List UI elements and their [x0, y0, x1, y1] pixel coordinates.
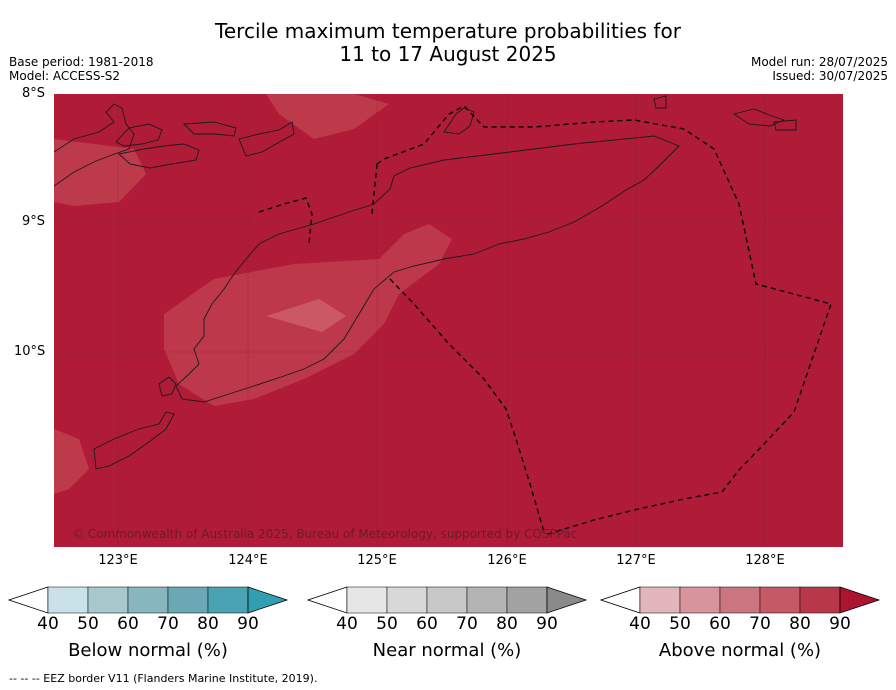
- lighter-region-southwest: [54, 429, 89, 494]
- colorbar-segment: [386, 586, 428, 614]
- coast-islet-b: [732, 108, 786, 127]
- lon-label-128e: 128°E: [745, 553, 785, 568]
- colorbar-segment: [506, 586, 548, 614]
- lon-label-127e: 127°E: [616, 553, 656, 568]
- colorbar-tick-label: 70: [749, 614, 771, 634]
- map-title-line1: Tercile maximum temperature probabilitie…: [215, 19, 681, 43]
- coast-rote: [93, 411, 175, 470]
- base-period-text: Base period: 1981-2018: [9, 55, 154, 69]
- lon-label-124e: 124°E: [228, 553, 268, 568]
- lighter-region-north: [266, 94, 389, 139]
- colorbar-left-arrow: [600, 586, 641, 614]
- colorbar-segment: [87, 586, 129, 614]
- graticule: [54, 94, 843, 547]
- colorbar-tick-label: 40: [336, 614, 358, 634]
- issued-text: Issued: 30/07/2025: [772, 69, 888, 83]
- coast-island-a: [115, 123, 163, 147]
- colorbar-tick-label: 70: [157, 614, 179, 634]
- model-run-text: Model run: 28/07/2025: [750, 55, 888, 69]
- colorbar-tick-label: 90: [237, 614, 259, 634]
- colorbar-tick-label: 40: [629, 614, 651, 634]
- colorbar-segment: [719, 586, 761, 614]
- eez-border-north: [371, 163, 378, 215]
- eez-border-oecusse: [258, 197, 313, 245]
- colorbar-segment: [47, 586, 89, 614]
- coast-alor: [238, 121, 295, 157]
- colorbar-segment: [346, 586, 388, 614]
- colorbar-segment: [639, 586, 681, 614]
- colorbar-right-arrow: [247, 586, 289, 614]
- colorbar-tick-label: 50: [669, 614, 691, 634]
- colorbar-tick-label: 40: [37, 614, 59, 634]
- colorbar-right-arrow: [546, 586, 588, 614]
- colorbar-tick-label: 50: [376, 614, 398, 634]
- colorbar-tick-label: 60: [416, 614, 438, 634]
- lon-label-125e: 125°E: [357, 553, 397, 568]
- coast-semau: [158, 376, 177, 397]
- coast-islet-c: [773, 119, 797, 131]
- colorbar-tick-label: 80: [496, 614, 518, 634]
- copyright-text: © Commonwealth of Australia 2025, Bureau…: [72, 527, 577, 541]
- coast-timor: [175, 135, 680, 403]
- lat-label-9s: 9°S: [22, 214, 46, 229]
- map-title-line2: 11 to 17 August 2025: [339, 42, 557, 66]
- colorbar-above: [600, 586, 881, 614]
- colorbar-tick-label: 60: [709, 614, 731, 634]
- colorbar-segment: [759, 586, 801, 614]
- colorbar-tick-label: 90: [829, 614, 851, 634]
- colorbar-segment: [207, 586, 249, 614]
- colorbar-segment: [127, 586, 169, 614]
- colorbar-segment: [466, 586, 508, 614]
- lat-label-8s: 8°S: [22, 86, 46, 101]
- lighter-region-northwest: [54, 139, 146, 206]
- colorbar-tick-label: 90: [536, 614, 558, 634]
- lighter-region-core: [266, 299, 346, 332]
- colorbar-left-arrow: [307, 586, 348, 614]
- lon-label-126e: 126°E: [487, 553, 527, 568]
- coast-atauro: [443, 107, 475, 135]
- colorbar-near-label: Near normal (%): [372, 640, 522, 661]
- eez-border-west: [389, 278, 545, 533]
- probability-map: © Commonwealth of Australia 2025, Bureau…: [54, 94, 843, 547]
- eez-border: [258, 105, 832, 535]
- coastlines: [54, 95, 797, 470]
- eez-footnote: -- -- -- EEZ border V11 (Flanders Marine…: [9, 672, 318, 685]
- coast-islet-a: [653, 95, 667, 109]
- colorbar-tick-label: 70: [456, 614, 478, 634]
- colorbar-right-arrow: [839, 586, 881, 614]
- colorbar-tick-label: 80: [789, 614, 811, 634]
- coast-flores-east: [54, 103, 135, 187]
- colorbar-tick-label: 80: [197, 614, 219, 634]
- colorbar-below: [8, 586, 289, 614]
- colorbar-segment: [679, 586, 721, 614]
- colorbar-segment: [167, 586, 209, 614]
- colorbar-below-label: Below normal (%): [68, 640, 228, 661]
- colorbar-segment: [799, 586, 841, 614]
- colorbar-tick-label: 50: [77, 614, 99, 634]
- lat-label-10s: 10°S: [14, 344, 46, 359]
- colorbar-left-arrow: [8, 586, 49, 614]
- colorbar-segment: [426, 586, 468, 614]
- colorbar-tick-label: 60: [117, 614, 139, 634]
- colorbar-above-label: Above normal (%): [658, 640, 822, 661]
- coast-island-c: [182, 121, 237, 137]
- colorbar-near: [307, 586, 588, 614]
- lon-label-123e: 123°E: [98, 553, 138, 568]
- model-text: Model: ACCESS-S2: [9, 69, 121, 83]
- coast-island-b: [118, 143, 200, 169]
